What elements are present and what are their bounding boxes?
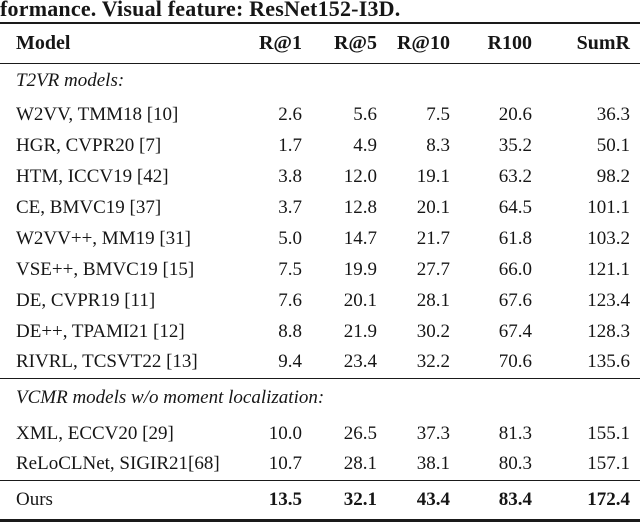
- metric-value: 123.4: [587, 289, 630, 311]
- metric-value: 66.0: [498, 258, 532, 280]
- metric-value: 80.3: [450, 449, 532, 481]
- metric-value: 2.6: [278, 103, 302, 125]
- model-name: ReLoCLNet, SIGIR21[68]: [0, 449, 238, 481]
- metric-value: 67.4: [498, 320, 532, 342]
- results-table: Model R@1 R@5 R@10 R100 SumR T2VR models…: [0, 22, 640, 522]
- column-header-r10: R@10: [377, 22, 450, 64]
- metric-value: 37.3: [416, 422, 450, 444]
- model-name: RIVRL, TCSVT22 [13]: [0, 347, 238, 379]
- metric-value: 30.2: [416, 320, 450, 342]
- metric-value: 5.0: [278, 227, 302, 249]
- metric-value: 3.7: [278, 196, 302, 218]
- metric-value: 70.6: [450, 347, 532, 379]
- metric-value: 32.2: [377, 347, 450, 379]
- metric-value: 10.0: [268, 422, 302, 444]
- column-header-r1: R@1: [238, 22, 302, 64]
- section-header-t2vr: T2VR models:: [0, 63, 640, 99]
- metric-value: 7.5: [426, 103, 450, 125]
- metric-value: 19.1: [416, 165, 450, 187]
- section-header-vcmr: VCMR models w/o moment localization:: [0, 378, 640, 418]
- table-row: HGR, CVPR20 [7] 1.7 4.9 8.3 35.2 50.1: [0, 130, 640, 161]
- metric-value: 157.1: [532, 449, 640, 481]
- table-row: DE++, TPAMI21 [12] 8.8 21.9 30.2 67.4 12…: [0, 316, 640, 347]
- column-header-r100: R100: [450, 22, 532, 64]
- table-row: ReLoCLNet, SIGIR21[68] 10.7 28.1 38.1 80…: [0, 449, 640, 481]
- metric-value: 14.7: [343, 227, 377, 249]
- metric-value: 12.8: [343, 196, 377, 218]
- model-name: W2VV, TMM18 [10]: [16, 103, 179, 125]
- table-header-row: Model R@1 R@5 R@10 R100 SumR: [0, 22, 640, 64]
- model-name: XML, ECCV20 [29]: [16, 422, 174, 444]
- metric-value: 121.1: [587, 258, 630, 280]
- metric-value: 64.5: [498, 196, 532, 218]
- metric-value: 67.6: [498, 289, 532, 311]
- metric-value: 21.7: [416, 227, 450, 249]
- column-header-model: Model: [0, 22, 238, 64]
- metric-value: 21.9: [343, 320, 377, 342]
- metric-value: 155.1: [587, 422, 630, 444]
- model-name: VSE++, BMVC19 [15]: [16, 258, 195, 280]
- model-name: DE, CVPR19 [11]: [16, 289, 156, 311]
- table-row: W2VV, TMM18 [10] 2.6 5.6 7.5 20.6 36.3: [0, 99, 640, 130]
- metric-value: 12.0: [343, 165, 377, 187]
- metric-value: 35.2: [498, 134, 532, 156]
- metric-value: 32.1: [302, 480, 377, 522]
- section-label: T2VR models:: [16, 70, 125, 92]
- metric-value: 28.1: [302, 449, 377, 481]
- metric-value: 50.1: [596, 134, 630, 156]
- metric-value: 3.8: [278, 165, 302, 187]
- metric-value: 9.4: [238, 347, 302, 379]
- table-row: XML, ECCV20 [29] 10.0 26.5 37.3 81.3 155…: [0, 418, 640, 449]
- table-row: VSE++, BMVC19 [15] 7.5 19.9 27.7 66.0 12…: [0, 254, 640, 285]
- metric-value: 38.1: [377, 449, 450, 481]
- metric-value: 19.9: [343, 258, 377, 280]
- model-name: DE++, TPAMI21 [12]: [16, 320, 185, 342]
- metric-value: 172.4: [532, 480, 640, 522]
- metric-value: 27.7: [416, 258, 450, 280]
- metric-value: 23.4: [302, 347, 377, 379]
- model-name: HTM, ICCV19 [42]: [16, 165, 169, 187]
- model-name: HGR, CVPR20 [7]: [16, 134, 162, 156]
- table-caption: formance. Visual feature: ResNet152-I3D.: [0, 0, 401, 21]
- section-label: VCMR models w/o moment localization:: [16, 387, 325, 409]
- metric-value: 26.5: [343, 422, 377, 444]
- metric-value: 28.1: [416, 289, 450, 311]
- model-name: W2VV++, MM19 [31]: [16, 227, 191, 249]
- table-row: CE, BMVC19 [37] 3.7 12.8 20.1 64.5 101.1: [0, 192, 640, 223]
- metric-value: 13.5: [238, 480, 302, 522]
- table-row: RIVRL, TCSVT22 [13] 9.4 23.4 32.2 70.6 1…: [0, 347, 640, 379]
- metric-value: 20.6: [498, 103, 532, 125]
- column-header-r5: R@5: [302, 22, 377, 64]
- metric-value: 5.6: [353, 103, 377, 125]
- model-name: CE, BMVC19 [37]: [16, 196, 162, 218]
- table-row: DE, CVPR19 [11] 7.6 20.1 28.1 67.6 123.4: [0, 285, 640, 316]
- metric-value: 4.9: [353, 134, 377, 156]
- metric-value: 1.7: [278, 134, 302, 156]
- metric-value: 8.3: [426, 134, 450, 156]
- metric-value: 81.3: [498, 422, 532, 444]
- metric-value: 10.7: [238, 449, 302, 481]
- metric-value: 83.4: [450, 480, 532, 522]
- metric-value: 98.2: [596, 165, 630, 187]
- metric-value: 103.2: [587, 227, 630, 249]
- metric-value: 101.1: [587, 196, 630, 218]
- metric-value: 135.6: [532, 347, 640, 379]
- metric-value: 20.1: [343, 289, 377, 311]
- metric-value: 20.1: [416, 196, 450, 218]
- model-name: Ours: [0, 480, 238, 522]
- ours-row: Ours 13.5 32.1 43.4 83.4 172.4: [0, 480, 640, 522]
- metric-value: 7.5: [278, 258, 302, 280]
- metric-value: 36.3: [596, 103, 630, 125]
- metric-value: 8.8: [278, 320, 302, 342]
- column-header-sumr: SumR: [532, 22, 640, 64]
- metric-value: 43.4: [377, 480, 450, 522]
- metric-value: 128.3: [587, 320, 630, 342]
- table-row: W2VV++, MM19 [31] 5.0 14.7 21.7 61.8 103…: [0, 223, 640, 254]
- metric-value: 7.6: [278, 289, 302, 311]
- table-row: HTM, ICCV19 [42] 3.8 12.0 19.1 63.2 98.2: [0, 161, 640, 192]
- metric-value: 61.8: [498, 227, 532, 249]
- metric-value: 63.2: [498, 165, 532, 187]
